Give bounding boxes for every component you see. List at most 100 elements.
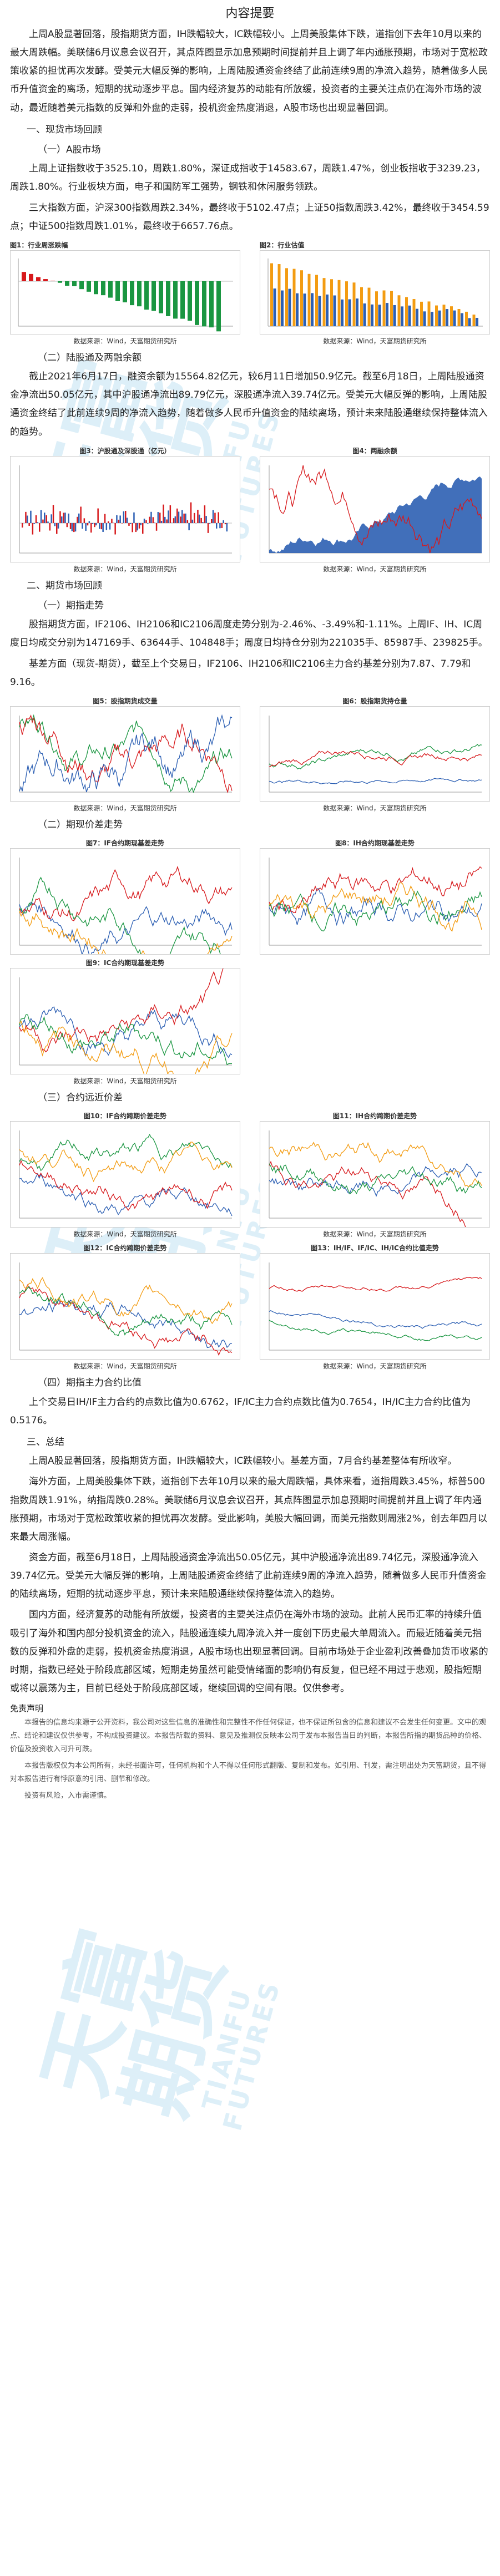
bar [202,281,206,327]
bar [92,523,94,524]
section-heading-spot: 一、现货市场回顾 [27,124,102,135]
bar [114,523,116,535]
bar [90,523,92,533]
bar [29,273,33,281]
series-line [19,714,233,794]
figure-futures-open-interest: 图6：股指期货持仓量 数据来源：Wind，天富期货研究所 [260,696,490,813]
bar [307,273,311,326]
paragraph-connect-margin: 截止2021年6月17日，融资余额为15564.82亿元，较6月11日增加50.… [10,371,488,438]
bar [209,281,214,328]
bar [46,515,47,523]
bar [32,523,34,535]
bar [281,290,284,326]
bar [431,312,433,326]
figure-futures-volume: 图5：股指期货成交量 数据来源：Wind，天富期货研究所 [10,696,240,813]
bar [104,514,106,523]
disclaimer-title: 免责声明 [10,1703,44,1714]
bar [442,305,446,326]
figure-ic-spread: 图12：IC合约跨期价差走势 数据来源：Wind，天富期货研究所 [10,1243,240,1371]
bar [22,272,26,281]
bar [178,511,180,523]
bar [190,502,192,523]
bar [219,523,221,528]
figure-ic-basis: 图9：IC合约期现基差走势 数据来源：Wind，天富期货研究所 [10,958,240,1086]
bar [43,278,48,281]
bar [200,518,202,523]
bar [83,518,85,523]
bar [151,281,156,311]
subheading-spreads: （三）合约远近价差 [38,1092,123,1104]
bar [360,287,363,326]
bar [130,523,132,524]
bar [61,516,63,523]
disclaimer-paragraph-3: 投资有风险，入市需谨慎。 [24,1792,112,1801]
bar [69,523,72,529]
bar [173,518,175,523]
paragraph-summary-overseas: 海外方面，上周美股集体下跌，道指创下去年10月以来的最大周跌幅，具体来看，道指周… [10,1476,487,1543]
bar [137,523,138,530]
bar [142,523,144,534]
series-line [19,1014,233,1066]
figure-if-basis: 图7：IF合约期现基差走势 [10,838,240,955]
bar [273,288,276,326]
bar [87,281,91,292]
bar [88,521,90,523]
bar [224,523,226,524]
bar [58,281,62,283]
bar [465,311,468,326]
bar [144,281,149,310]
bar [73,523,75,532]
bar [166,281,170,316]
series-line [269,1163,482,1198]
watermark-lower: 天富期货 TIANFU FUTURES [26,1920,286,2134]
bar [221,523,223,528]
bar [356,298,358,326]
series-line [269,1310,482,1330]
bar [185,513,186,523]
bar [173,281,178,319]
bar [191,519,194,523]
bar [87,523,89,525]
bar [322,278,326,326]
bar [405,297,408,326]
bar [348,299,351,326]
series-line [19,714,233,793]
bar [300,270,303,326]
bar [80,506,82,523]
subheading-connect-margin: （二）陆股通及两融余额 [38,352,142,363]
series-line [19,1286,233,1337]
bar [35,515,37,523]
subheading-a-share: （一）A股市场 [38,144,101,155]
bar [30,510,32,523]
bar [39,523,41,532]
bar [138,523,140,529]
bar [63,513,64,523]
bar [52,504,54,523]
bar [132,523,133,533]
bar [382,290,386,326]
bar [446,308,448,326]
bar [205,515,207,523]
bar [121,523,123,524]
bar [195,281,199,325]
bar [211,519,213,523]
figure-contract-ratios: 图13：IH/IF、IF/IC、IH/IC合约比值走势 数据来源：Wind，天富… [260,1243,490,1371]
figure-ih-spread: 图11：IH合约跨期价差走势 数据来源：Wind，天富期货研究所 [260,1111,490,1239]
bar [408,305,411,326]
bar [66,523,68,527]
series-line [19,865,233,921]
bar [82,523,83,529]
bar [174,516,176,523]
bar [102,523,104,532]
bar [152,517,154,523]
bar [476,317,478,326]
bar [393,305,396,326]
series-line [19,1277,233,1325]
series-line [19,1006,233,1058]
bar [68,513,69,523]
bar [330,279,333,326]
figure-if-spread: 图10：IF合约跨期价差走势 数据来源：Wind，天富期货研究所 [10,1111,240,1239]
bar [44,512,46,523]
bar [100,523,103,529]
bar [105,523,108,530]
